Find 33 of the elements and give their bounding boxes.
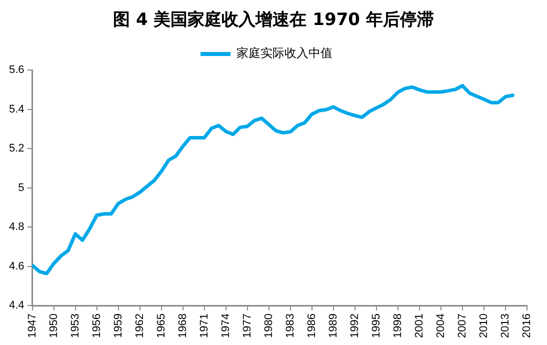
x-tick-label: 1965 — [155, 314, 168, 338]
y-tick-label: 5.4 — [8, 103, 24, 116]
x-tick-label: 1974 — [220, 314, 232, 338]
x-tick-label: 1977 — [241, 314, 254, 338]
x-tick-label: 1995 — [370, 314, 382, 338]
x-tick-label: 1968 — [176, 314, 189, 338]
y-tick-label: 4.6 — [8, 260, 24, 272]
x-tick-label: 1998 — [392, 314, 404, 338]
y-tick-label: 4.8 — [8, 221, 24, 234]
x-tick-label: 1992 — [348, 314, 361, 338]
x-tick-label: 2016 — [521, 314, 534, 338]
x-tick-label: 1950 — [48, 314, 60, 338]
y-tick-label: 5.2 — [8, 142, 24, 155]
x-tick-label: 1947 — [26, 314, 38, 338]
x-tick-label: 1956 — [90, 314, 103, 338]
x-tick-label: 2013 — [500, 314, 512, 338]
x-tick-label: 1953 — [69, 314, 82, 338]
x-tick-label: 1983 — [284, 314, 296, 338]
x-tick-label: 2001 — [413, 314, 426, 338]
x-tick-label: 1980 — [262, 314, 275, 338]
y-tick-label: 5.6 — [8, 64, 24, 76]
x-tick-label: 1962 — [134, 314, 146, 338]
x-tick-label: 1986 — [306, 314, 318, 338]
x-tick-label: 1989 — [327, 314, 340, 338]
x-tick-label: 1971 — [198, 314, 210, 338]
x-tick-label: 2007 — [456, 314, 469, 338]
x-tick-label: 2004 — [434, 314, 447, 338]
y-tick-label: 5 — [18, 182, 24, 194]
y-tick-label: 4.4 — [8, 300, 24, 312]
chart-title: 图 4 美国家庭收入增速在 1970 年后停滞 — [112, 9, 435, 31]
legend-label: 家庭实际收入中值 — [236, 46, 332, 60]
x-tick-label: 2010 — [478, 314, 490, 338]
x-tick-label: 1959 — [112, 314, 124, 338]
